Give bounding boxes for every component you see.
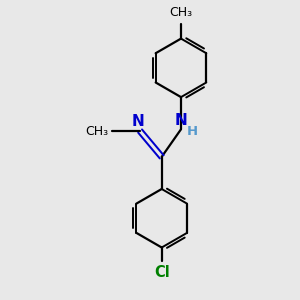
Text: Cl: Cl bbox=[154, 265, 170, 280]
Text: N: N bbox=[175, 112, 188, 128]
Text: N: N bbox=[132, 114, 145, 129]
Text: CH₃: CH₃ bbox=[169, 6, 193, 19]
Text: H: H bbox=[187, 125, 198, 138]
Text: CH₃: CH₃ bbox=[86, 124, 109, 138]
